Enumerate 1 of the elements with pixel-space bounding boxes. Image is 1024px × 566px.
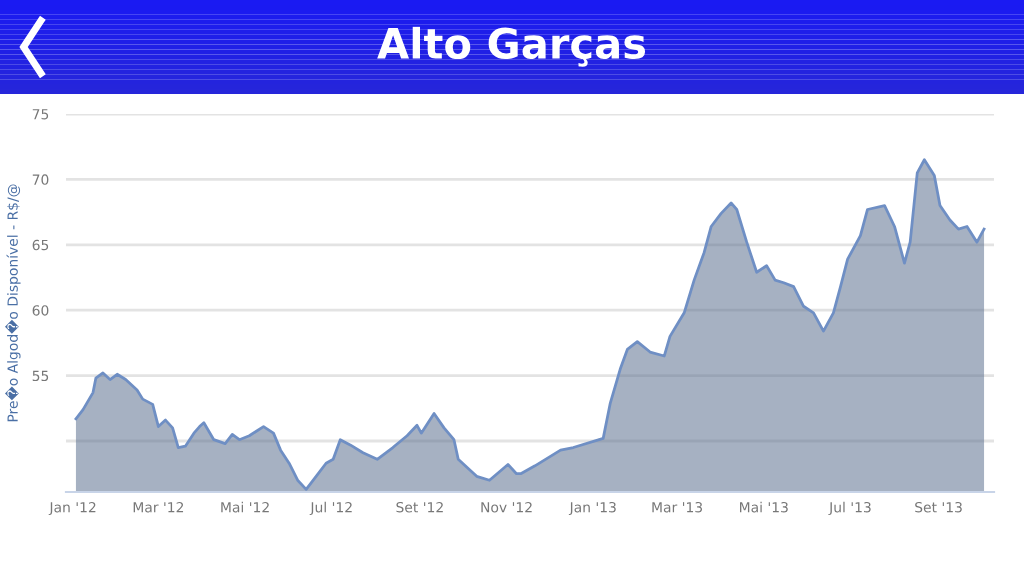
chart-title: Alto Garças [377,26,646,67]
